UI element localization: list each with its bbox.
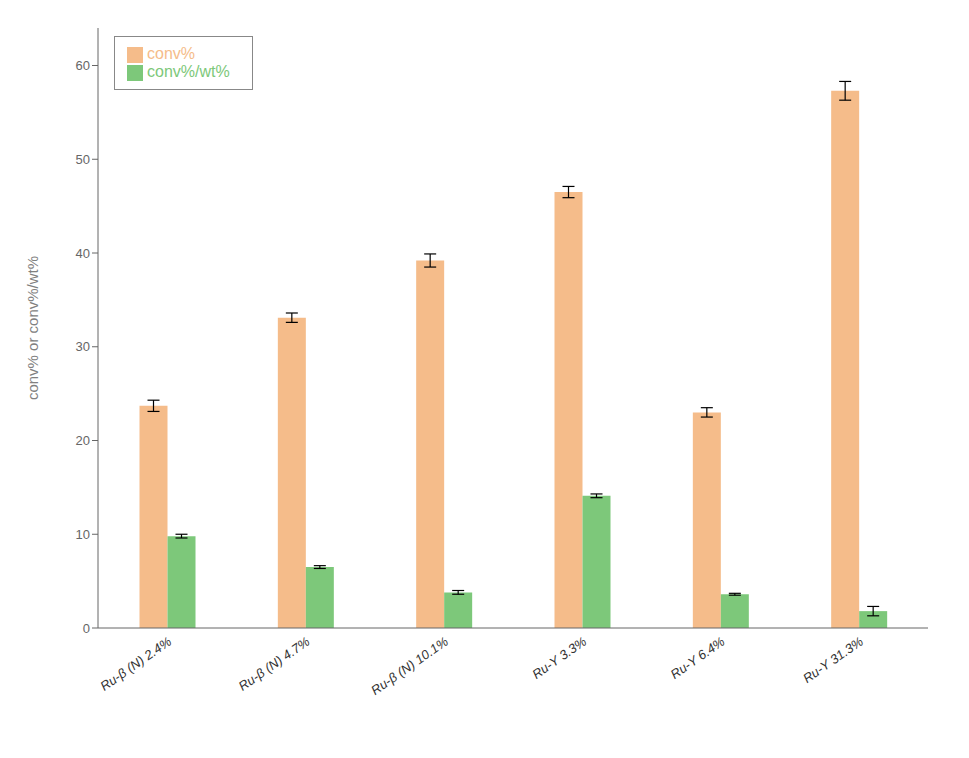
svg-text:Ru-β (N) 2.4%: Ru-β (N) 2.4%	[97, 634, 174, 694]
svg-text:Ru-Y 31.3%: Ru-Y 31.3%	[800, 634, 866, 686]
svg-text:40: 40	[76, 246, 90, 261]
svg-text:Ru-β (N) 4.7%: Ru-β (N) 4.7%	[236, 634, 313, 694]
html-text:conv%/wt%: conv%/wt%	[147, 63, 230, 80]
svg-text:20: 20	[76, 433, 90, 448]
svg-text:50: 50	[76, 152, 90, 167]
svg-text:Ru-β (N) 10.1%: Ru-β (N) 10.1%	[368, 634, 451, 698]
svg-text:Ru-Y 3.3%: Ru-Y 3.3%	[529, 634, 589, 682]
svg-text:30: 30	[76, 339, 90, 354]
svg-text:60: 60	[76, 58, 90, 73]
svg-text:10: 10	[76, 527, 90, 542]
html-text:conv%: conv%	[147, 45, 195, 62]
svg-text:Ru-Y 6.4%: Ru-Y 6.4%	[668, 634, 728, 682]
svg-text:0: 0	[83, 621, 90, 636]
svg-text:conv% or conv%/wt%: conv% or conv%/wt%	[24, 256, 41, 400]
